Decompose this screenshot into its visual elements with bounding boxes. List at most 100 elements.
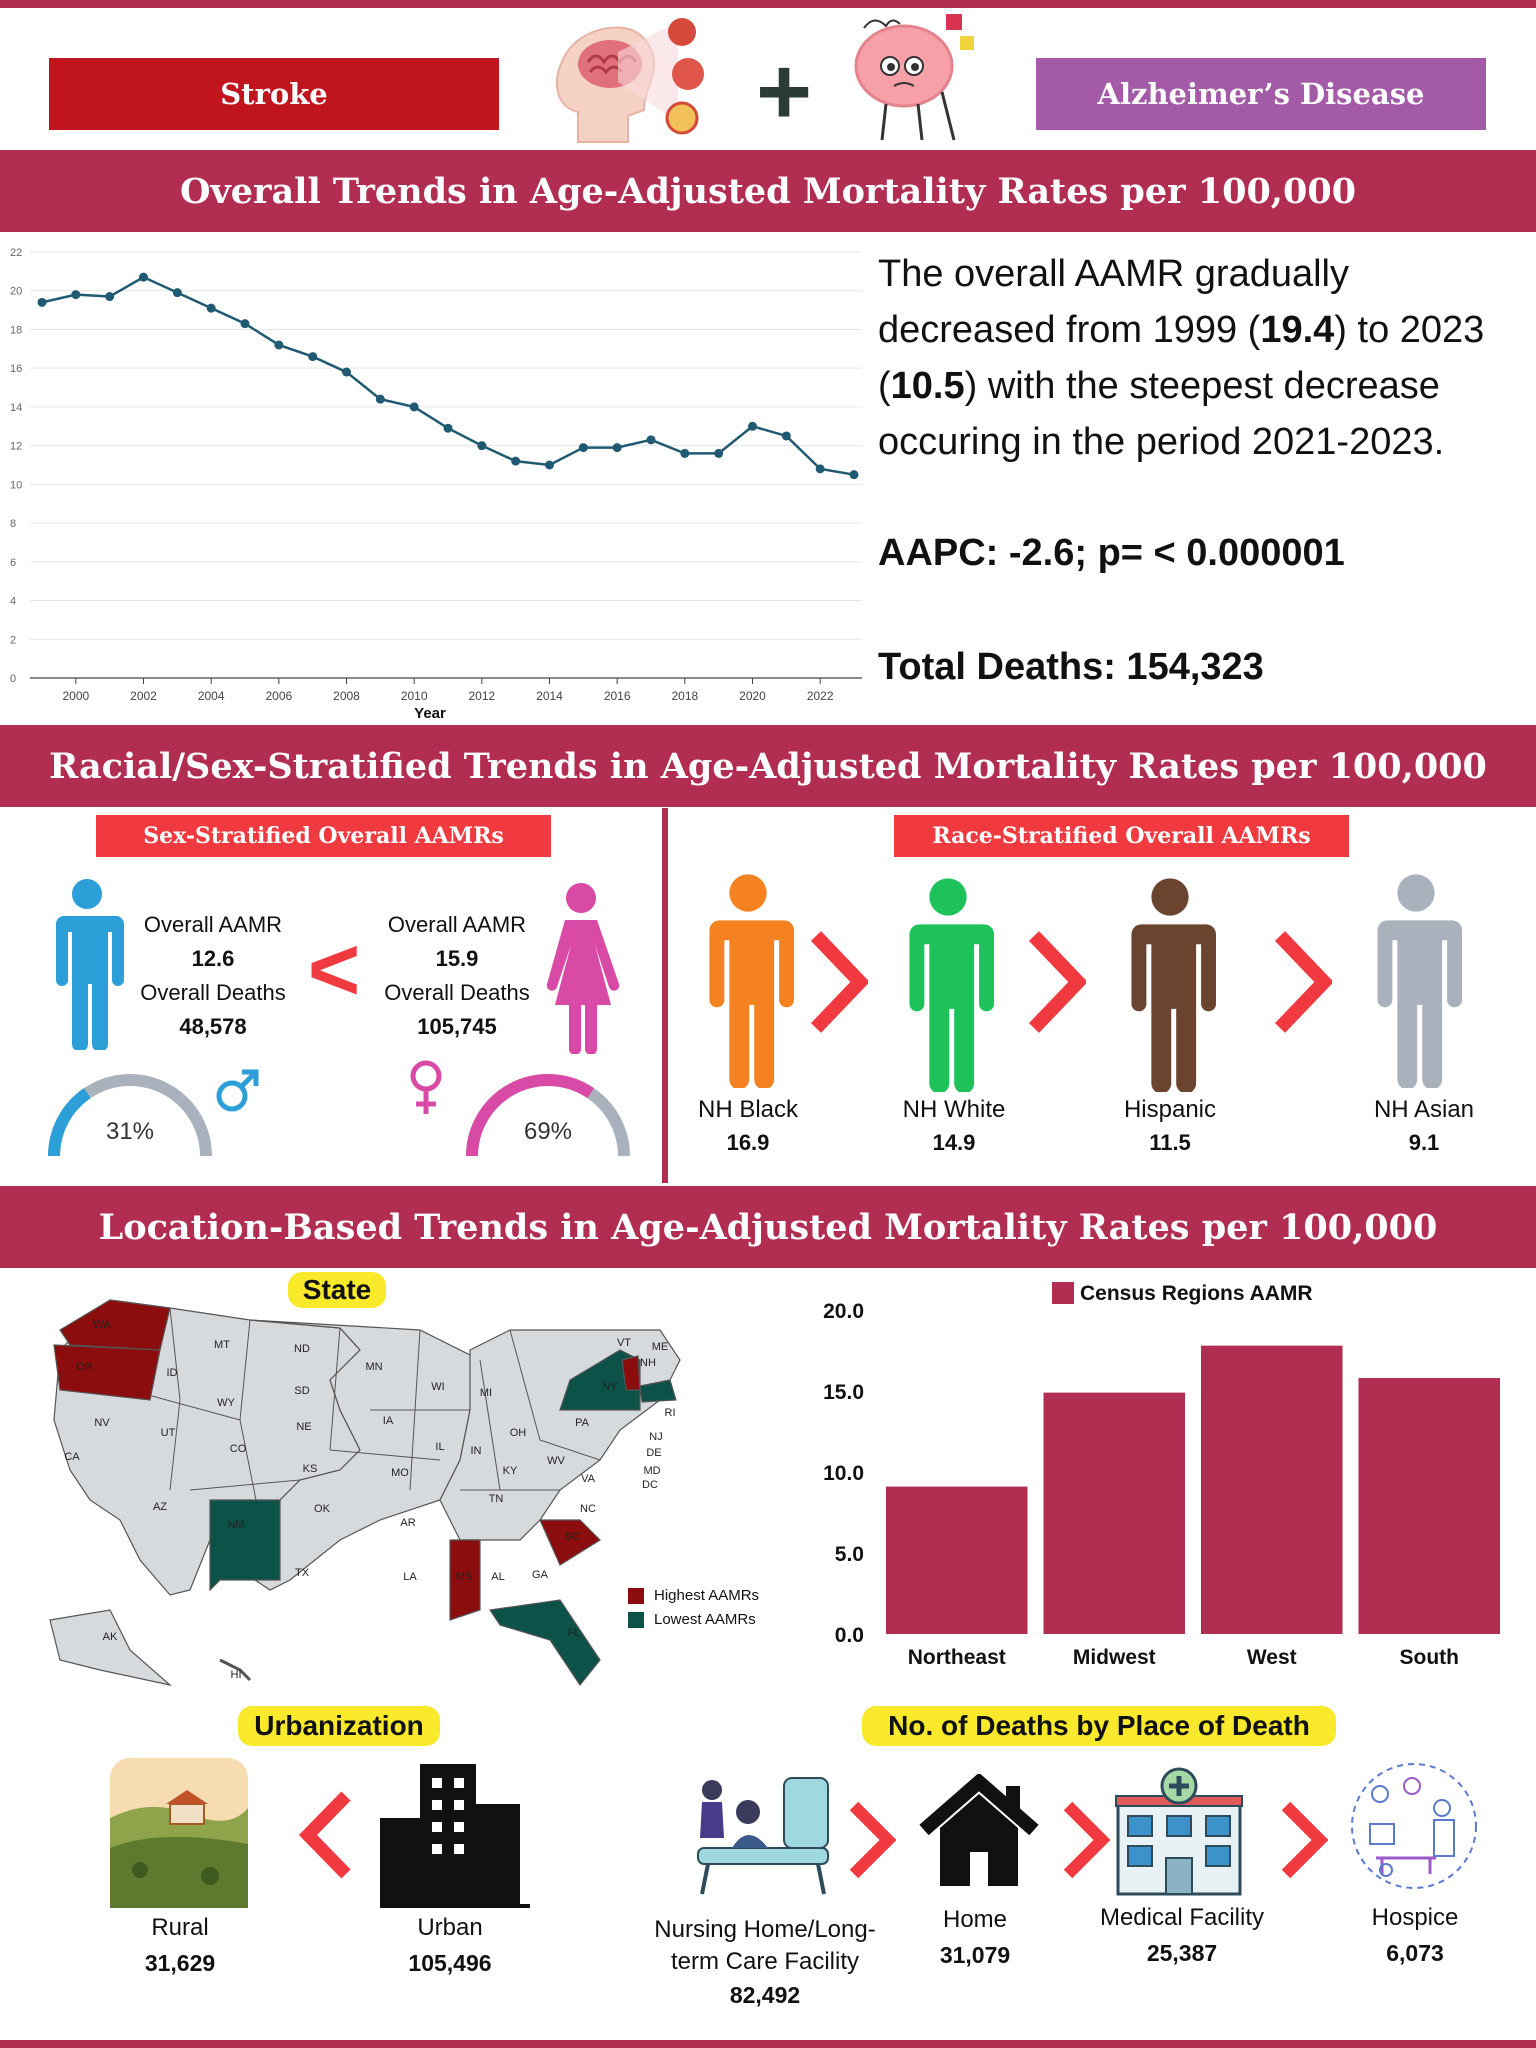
map-label-il: IL (435, 1441, 444, 1453)
trend-summary: The overall AAMR gradually decreased fro… (878, 246, 1528, 470)
y-tick-20: 20 (10, 286, 22, 298)
place-chevron-1 (849, 1801, 896, 1879)
rural-value: 31,629 (144, 1950, 216, 1976)
race-value-hispanic: 11.5 (1149, 1130, 1191, 1155)
bar-south (1358, 1378, 1500, 1634)
y-tick-4: 4 (10, 596, 16, 608)
bar-west (1201, 1345, 1343, 1634)
female-figure-icon (546, 883, 619, 1054)
total-deaths: Total Deaths: 154,323 (878, 646, 1264, 688)
place-chevron-2 (1063, 1801, 1110, 1879)
map-label-mo: MO (391, 1467, 409, 1479)
y-tick-8: 8 (10, 518, 16, 530)
map-label-al: AL (491, 1571, 504, 1583)
data-point-2010 (409, 402, 419, 412)
urban-chevron (298, 1791, 351, 1879)
female-deaths-label: Overall Deaths (384, 980, 530, 1005)
urban-label: Urban (417, 1914, 483, 1941)
urban-value: 105,496 (408, 1950, 492, 1976)
map-label-mi: MI (480, 1387, 492, 1399)
race-name-nh-black: NH Black (697, 1096, 799, 1123)
us-state-map: WA OR ID MT WY NV UT CA AZ NM CO ND SD NE KS OK TX MN IA MO… (49, 1299, 681, 1687)
less-than-chevron: < (307, 920, 361, 1020)
y-tick-10: 10 (10, 479, 22, 491)
male-aamr-label: Overall AAMR (143, 912, 283, 937)
legend-label: Census Regions AAMR (1080, 1282, 1313, 1305)
female-share-gauge (466, 1074, 630, 1157)
place-name-nursing-line1: Nursing Home/Long- (654, 1916, 876, 1943)
medical-facility-icon (1115, 1767, 1243, 1896)
map-label-vt: VT (617, 1337, 631, 1349)
map-label-ia: IA (383, 1415, 394, 1427)
data-point-2003 (172, 288, 182, 298)
state-tag: State (288, 1272, 386, 1308)
female-share-percent: 69% (523, 1118, 573, 1145)
nh-asian-figure-icon (1377, 874, 1462, 1088)
x-tick-2000: 2000 (62, 689, 89, 703)
map-label-tn: TN (489, 1493, 504, 1505)
map-label-nd: ND (294, 1343, 310, 1355)
y-tick-0: 0 (10, 673, 16, 685)
data-point-2002 (139, 272, 148, 282)
map-label-ms: MS (456, 1571, 473, 1583)
bar-y-tick-10.0: 10.0 (823, 1462, 864, 1485)
data-point-2016 (612, 443, 622, 453)
nh-white-figure-icon (909, 878, 994, 1092)
race-name-hispanic: Hispanic (1123, 1096, 1217, 1123)
data-point-2015 (578, 443, 588, 453)
x-tick-2010: 2010 (401, 689, 428, 703)
male-share-percent: 31% (105, 1118, 155, 1145)
bar-y-tick-0.0: 0.0 (835, 1624, 864, 1647)
data-point-2000 (71, 290, 81, 300)
map-label-pa: PA (575, 1417, 590, 1429)
data-point-1999 (37, 297, 47, 307)
map-label-dc: DC (642, 1479, 658, 1491)
race-chevron-2 (1028, 931, 1086, 1033)
map-label-ky: KY (503, 1465, 518, 1477)
map-label-va: VA (581, 1473, 596, 1485)
urban-buildings-icon (380, 1764, 530, 1908)
map-state-ms (449, 1539, 481, 1621)
male-gauge-fill (48, 1088, 91, 1157)
map-label-nc: NC (580, 1503, 596, 1515)
map-state-fl (488, 1599, 601, 1687)
y-tick-12: 12 (10, 441, 22, 453)
map-label-sd: SD (294, 1385, 309, 1397)
nh-black-figure-icon (709, 874, 794, 1088)
rural-landscape-icon (110, 1758, 248, 1908)
data-point-2019 (714, 448, 724, 458)
place-value-nursing: 82,492 (729, 1982, 801, 2008)
legend-swatch (1052, 1282, 1074, 1304)
map-label-ca: CA (64, 1451, 80, 1463)
x-tick-2012: 2012 (468, 689, 495, 703)
section2-title: Racial/Sex-Stratified Trends in Age-Adju… (0, 725, 1536, 807)
data-point-2012 (477, 441, 487, 451)
x-axis-title: Year (414, 705, 446, 722)
data-point-2004 (206, 303, 216, 313)
place-of-death-tag: No. of Deaths by Place of Death (862, 1706, 1336, 1746)
stroke-tag: Stroke (49, 58, 499, 130)
hospice-icon (1351, 1763, 1477, 1889)
home-icon (919, 1774, 1039, 1886)
map-label-fl: FL (568, 1627, 581, 1639)
map-state-nm (209, 1499, 281, 1592)
map-label-or: OR (76, 1361, 93, 1373)
alzheimers-tag: Alzheimer’s Disease (1036, 58, 1486, 130)
summary-text-pre: The overall AAMR gradually decreased fro… (878, 253, 1349, 351)
summary-text-post: ) with the steepest decrease occuring in… (878, 365, 1445, 463)
map-label-ne: NE (296, 1421, 311, 1433)
place-name-home: Home (942, 1906, 1008, 1933)
bottom-accent-bar (0, 2040, 1536, 2048)
urbanization-tag: Urbanization (238, 1706, 440, 1746)
map-label-az: AZ (153, 1501, 167, 1513)
data-point-2006 (274, 340, 284, 350)
male-symbol-icon (216, 1069, 259, 1112)
confused-brain-icon (854, 14, 974, 141)
data-point-2021 (781, 431, 791, 441)
bar-y-tick-5.0: 5.0 (835, 1543, 864, 1566)
map-label-sc: SC (564, 1531, 579, 1543)
race-name-nh-white: NH White (902, 1096, 1006, 1123)
map-label-md: MD (643, 1465, 660, 1477)
x-tick-2014: 2014 (536, 689, 563, 703)
